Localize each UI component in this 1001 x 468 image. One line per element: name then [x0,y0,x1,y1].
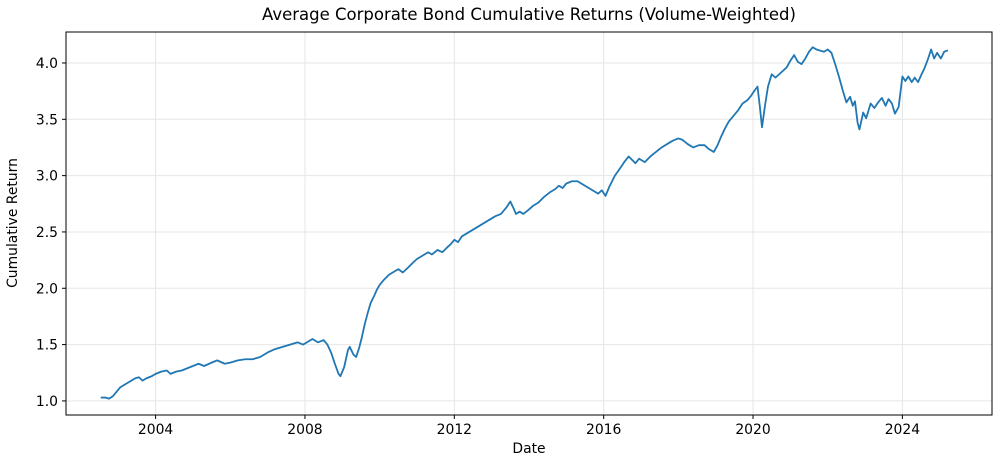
tick-labels: 2004 2008 2012 2016 2020 2024 1.0 1.5 2.0 2.5 3.0 3… [36,56,920,438]
y-axis-label: Cumulative Return [5,158,21,288]
y-tick-label: 1.5 [36,338,58,354]
y-tick-label: 2.5 [36,225,58,241]
x-tick-label: 2008 [287,422,322,438]
x-tick-label: 2016 [586,422,621,438]
gridlines [66,32,992,415]
plot-border [65,31,993,416]
x-tick-label: 2004 [138,422,174,438]
axis-ticks [62,62,903,419]
chart-title: Average Corporate Bond Cumulative Return… [262,5,796,24]
data-line [100,46,949,400]
x-tick-label: 2020 [735,422,770,438]
y-tick-label: 3.0 [36,169,58,185]
x-tick-label: 2012 [437,422,472,438]
y-tick-label: 3.5 [36,112,58,128]
x-tick-label: 2024 [885,422,921,438]
y-tick-label: 1.0 [36,394,58,410]
axes-spines [65,31,993,416]
y-tick-label: 4.0 [36,56,58,72]
x-axis-label: Date [512,441,545,457]
data-series-layer [100,46,949,400]
y-tick-label: 2.0 [36,281,58,297]
